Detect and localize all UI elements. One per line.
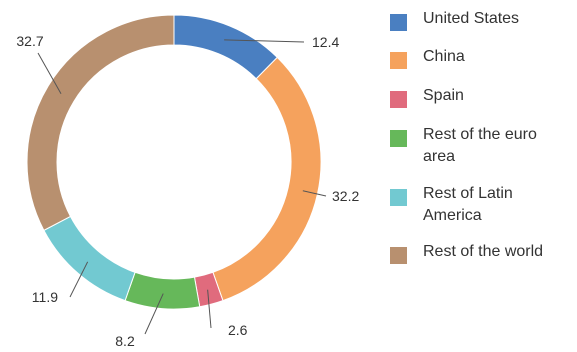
leader-line-united-states — [224, 39, 305, 43]
legend-item-rest-of-latin-america[interactable]: Rest of Latin America — [390, 183, 573, 227]
legend-swatch-china — [390, 52, 407, 69]
data-label-rest-of-latin-america: 11.9 — [32, 289, 58, 305]
donut-slices — [26, 14, 322, 310]
legend-label-rest-of-latin-america: Rest of Latin America — [423, 185, 513, 224]
data-label-united-states: 12.4 — [312, 34, 339, 50]
data-label-rest-of-the-world: 32.7 — [16, 33, 43, 49]
slice-china[interactable] — [212, 56, 322, 302]
leader-line-china — [302, 190, 327, 197]
slice-rest-of-latin-america[interactable] — [43, 215, 136, 302]
slice-rest-of-the-euro-area[interactable] — [124, 271, 201, 310]
legend-item-united-states[interactable]: United States — [390, 8, 573, 31]
legend-label-rest-of-world: Rest of the world — [423, 243, 544, 260]
data-label-china: 32.2 — [332, 188, 359, 204]
legend-item-rest-of-world[interactable]: Rest of the world — [390, 241, 573, 264]
leader-line-rest-of-latin-america — [69, 261, 89, 298]
data-label-spain: 2.6 — [228, 322, 248, 338]
legend-item-china[interactable]: China — [390, 46, 573, 69]
leader-line-rest-of-the-world — [37, 52, 62, 94]
donut-chart: 12.4 32.2 2.6 8.2 11.9 32.7 — [16, 14, 359, 349]
legend-label-china: China — [423, 48, 465, 65]
leader-line-rest-of-the-euro-area — [144, 293, 164, 335]
slice-united-states[interactable] — [173, 14, 278, 80]
legend-swatch-rest-of-world — [390, 247, 407, 264]
legend-label-united-states: United States — [423, 10, 520, 27]
legend-label-rest-of-euro-area: Rest of the euro area — [423, 126, 537, 165]
slice-rest-of-the-world[interactable] — [26, 14, 175, 232]
leader-line-spain — [207, 289, 212, 329]
legend-swatch-rest-of-latin-america — [390, 189, 407, 206]
data-labels: 12.4 32.2 2.6 8.2 11.9 32.7 — [16, 33, 359, 349]
legend-swatch-spain — [390, 91, 407, 108]
legend-label-spain: Spain — [423, 87, 464, 104]
data-label-rest-of-the-euro-area: 8.2 — [115, 333, 135, 349]
legend-swatch-united-states — [390, 14, 407, 31]
legend-swatch-rest-of-euro-area — [390, 130, 407, 147]
legend-item-rest-of-euro-area[interactable]: Rest of the euro area — [390, 124, 573, 168]
legend-item-spain[interactable]: Spain — [390, 85, 573, 108]
